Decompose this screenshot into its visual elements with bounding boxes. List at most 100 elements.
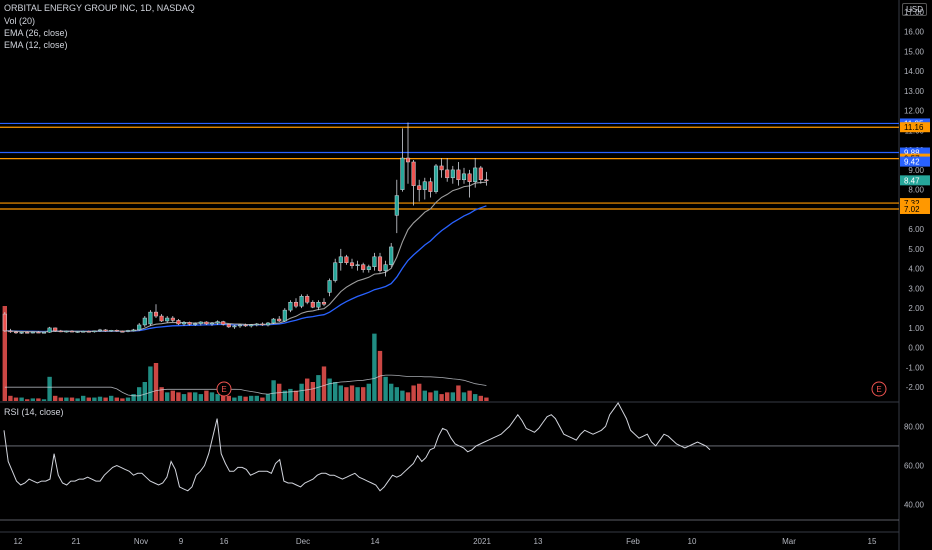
candle-body xyxy=(439,165,444,171)
volume-bar xyxy=(58,397,63,401)
candle-body xyxy=(103,329,108,332)
candle-body xyxy=(159,315,164,322)
candle-body xyxy=(254,323,259,326)
candle xyxy=(428,177,433,198)
earnings-marker[interactable]: E xyxy=(871,381,887,397)
candle-body xyxy=(467,173,472,182)
price-tag-bg xyxy=(900,203,930,214)
candle-body xyxy=(277,318,282,322)
volume-bar xyxy=(114,397,119,401)
time-tick-label: 9 xyxy=(179,537,184,546)
volume-bar xyxy=(439,394,444,401)
candle xyxy=(13,330,19,334)
candle-body xyxy=(13,331,19,334)
candle xyxy=(176,319,181,325)
volume-bar xyxy=(103,397,108,401)
candle xyxy=(170,316,175,322)
volume-bar xyxy=(433,390,439,401)
legend-ema-26: EMA (26, close) xyxy=(4,28,68,38)
candle xyxy=(69,330,75,333)
candle-body xyxy=(338,256,343,263)
volume-bar xyxy=(389,383,394,401)
candle-body xyxy=(47,327,52,333)
volume-bar xyxy=(153,363,159,401)
rsi-tick-label: 80.00 xyxy=(904,422,925,431)
candle xyxy=(394,179,399,234)
rsi-tick-label: 40.00 xyxy=(904,500,925,509)
price-tick-label: 2.00 xyxy=(908,304,924,313)
time-tick-label: 12 xyxy=(14,537,23,546)
price-tag-bg xyxy=(900,198,930,209)
candle-body xyxy=(64,330,69,333)
candle xyxy=(58,329,63,333)
candle-body xyxy=(260,323,265,326)
candle-body xyxy=(372,256,377,267)
earnings-marker-label: E xyxy=(876,385,881,394)
candle xyxy=(204,321,209,325)
candle xyxy=(338,248,343,271)
volume-bar xyxy=(467,390,472,401)
candle-body xyxy=(394,195,399,216)
candle xyxy=(81,330,86,333)
volume-bar xyxy=(198,394,203,401)
candle-body xyxy=(422,181,427,190)
candle xyxy=(310,300,315,309)
candle xyxy=(198,321,203,326)
candle-body xyxy=(433,165,439,192)
candle xyxy=(92,330,97,333)
price-tag-bg xyxy=(900,175,930,186)
candle-body xyxy=(69,330,75,333)
candle-body xyxy=(170,317,175,321)
volume-bar xyxy=(13,397,19,401)
candle xyxy=(478,165,483,184)
time-tick-label: 2021 xyxy=(473,537,491,546)
volume-bar xyxy=(92,397,97,401)
volume-bar xyxy=(349,385,355,401)
chart-title: ORBITAL ENERGY GROUP INC, 1D, NASDAQ xyxy=(4,3,195,13)
volume-bar xyxy=(282,390,287,401)
volume-bar xyxy=(193,392,198,401)
volume-bar xyxy=(316,375,321,401)
candle-body xyxy=(75,331,80,333)
candle-body xyxy=(344,256,349,263)
volume-bar xyxy=(137,387,142,401)
time-tick-label: 15 xyxy=(868,537,877,546)
candle-body xyxy=(450,169,455,179)
price-tag-orange: 7.02 xyxy=(900,203,930,214)
price-tag-orange: 11.16 xyxy=(900,122,930,133)
time-tick-label: 13 xyxy=(534,537,543,546)
candle xyxy=(8,328,13,333)
volume-bar xyxy=(411,385,416,401)
candle-body xyxy=(209,322,215,325)
candle xyxy=(41,331,47,334)
candle xyxy=(327,278,332,297)
candle-body xyxy=(333,262,338,281)
volume-bar xyxy=(2,306,7,401)
price-tick-label: 13.00 xyxy=(904,87,925,96)
candle-body xyxy=(92,330,97,333)
candle-body xyxy=(377,256,383,271)
candle-body xyxy=(204,321,209,325)
rsi-tick-label: 60.00 xyxy=(904,461,925,470)
candle-body xyxy=(237,324,243,327)
price-tag-bg xyxy=(900,156,930,167)
candle xyxy=(355,260,360,271)
volume-bar xyxy=(165,392,170,401)
volume-bar xyxy=(461,392,467,401)
currency-badge[interactable]: USD xyxy=(902,3,927,16)
candle xyxy=(125,329,131,333)
candle xyxy=(417,179,422,202)
volume-bar xyxy=(226,395,231,401)
candle-body xyxy=(221,321,226,325)
candle-body xyxy=(305,296,310,303)
volume-bar xyxy=(361,387,366,401)
earnings-marker[interactable]: E xyxy=(216,381,232,397)
candle-body xyxy=(109,330,114,332)
candle-body xyxy=(19,332,24,334)
candle xyxy=(131,328,136,332)
volume-bar xyxy=(131,394,136,401)
candle-body xyxy=(176,320,181,325)
volume-bar xyxy=(366,383,371,401)
rsi-label: RSI (14, close) xyxy=(4,407,64,417)
